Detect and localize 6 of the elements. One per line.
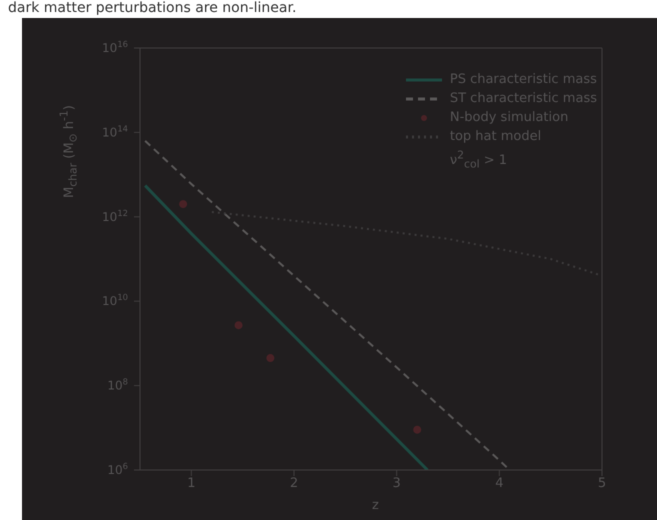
point xyxy=(266,354,274,362)
chart-title: dark matter perturbations are non-linear. xyxy=(8,0,296,16)
line-series xyxy=(144,184,429,470)
point xyxy=(234,321,243,330)
point xyxy=(179,200,188,208)
point xyxy=(413,426,422,434)
